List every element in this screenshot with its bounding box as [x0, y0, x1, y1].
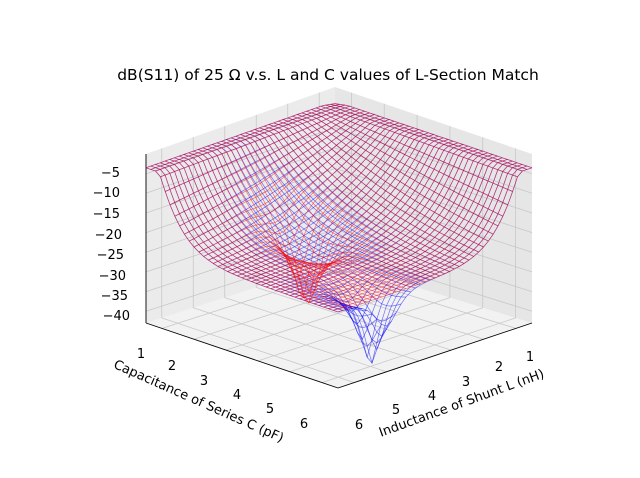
surface-wire: [318, 160, 513, 306]
surface-wire: [211, 144, 406, 298]
grid-line: [145, 249, 533, 312]
surface-wire: [183, 154, 377, 300]
surface-wire: [294, 152, 488, 298]
grid-line: [145, 106, 533, 175]
surface-wire: [323, 162, 518, 308]
surface-wire: [328, 164, 523, 309]
surface-wire: [289, 150, 483, 296]
z-tick-label: −40: [103, 309, 130, 324]
surface-wire: [230, 137, 426, 283]
y-tick-labels: 1 2 3 4 5 6: [137, 347, 308, 432]
surface-wire: [221, 140, 416, 299]
surface-wire: [285, 149, 478, 295]
surface-wire: [299, 154, 493, 300]
surface-wire: [164, 160, 358, 306]
surface-wire: [235, 135, 431, 281]
x-tick-label: 4: [428, 389, 436, 404]
y-tick-label: 1: [137, 347, 145, 362]
axis-lines: [145, 154, 533, 389]
surface-wire: [174, 157, 368, 303]
surface-wire: [275, 145, 469, 291]
surface-wire: [197, 149, 392, 295]
surface-wire: [207, 145, 402, 291]
z-tick-label: −35: [101, 289, 128, 304]
floor-pane: [146, 262, 532, 388]
y-tick-label: 2: [168, 359, 176, 374]
surface-wire: [256, 139, 449, 284]
surface-wire: [270, 144, 464, 290]
surface-wire: [202, 147, 397, 293]
surface-plot: [145, 103, 533, 365]
grid-line: [225, 287, 418, 351]
x-tick-label: 6: [355, 418, 363, 433]
grid-line: [257, 297, 451, 362]
surface-wire: [226, 139, 421, 286]
z-tick-label: −10: [93, 186, 120, 201]
y-axis-label: Capacitance of Series C (pF): [111, 357, 286, 446]
grid-line: [289, 307, 483, 373]
z-tick-labels: −5 −10 −15 −20 −25 −30 −35 −40: [93, 166, 130, 324]
surface-wire: [226, 139, 421, 304]
surface-wire: [202, 147, 397, 322]
x-tick-label: 2: [495, 360, 503, 375]
surface-wire: [169, 159, 363, 304]
grid-line: [193, 276, 385, 340]
surface-wire: [251, 137, 444, 282]
surface-wire: [178, 155, 373, 301]
grid-line: [321, 317, 516, 383]
surface-wire: [160, 162, 353, 308]
y-tick-label: 4: [233, 388, 241, 403]
surface-wire: [216, 142, 411, 293]
surface-wire: [333, 165, 528, 311]
surface-wire: [265, 142, 459, 288]
chart-title: dB(S11) of 25 Ω v.s. L and C values of L…: [117, 66, 539, 84]
x-tick-label: 1: [526, 350, 534, 365]
surface-wire: [155, 164, 348, 309]
surface-wire: [211, 144, 407, 290]
x-tick-labels: 1 2 3 4 5 6: [355, 350, 534, 433]
z-tick-label: −20: [95, 228, 122, 243]
z-tick-label: −5: [101, 166, 120, 181]
surface-wire: [309, 157, 503, 303]
z-tick-label: −30: [99, 269, 126, 284]
surface-wire: [145, 167, 339, 313]
y-axis-line: [145, 322, 339, 389]
z-tick-label: −25: [97, 248, 124, 263]
x-axis-line: [337, 322, 533, 389]
surface-wire: [241, 134, 434, 279]
y-tick-label: 6: [300, 417, 308, 432]
surface-wire: [313, 159, 508, 304]
surface-wire: [246, 135, 439, 281]
x-tick-label: 5: [392, 403, 400, 418]
z-tick-label: −15: [93, 207, 120, 222]
surface-series: [145, 103, 533, 313]
x-tick-label: 3: [462, 375, 470, 390]
surface-wire: [337, 167, 533, 313]
surface-wire: [261, 140, 454, 286]
surface-wire: [304, 155, 498, 301]
y-tick-label: 3: [200, 374, 208, 389]
surface-wire: [280, 147, 474, 293]
y-tick-label: 5: [266, 402, 274, 417]
surface-wire: [193, 150, 387, 296]
grid-line: [224, 297, 419, 362]
grid-line: [193, 307, 387, 373]
surface-wire: [150, 165, 344, 311]
surface-wire: [188, 152, 382, 298]
grid-line: [256, 287, 452, 351]
surface-wire: [216, 142, 411, 288]
grid-line: [161, 317, 355, 383]
